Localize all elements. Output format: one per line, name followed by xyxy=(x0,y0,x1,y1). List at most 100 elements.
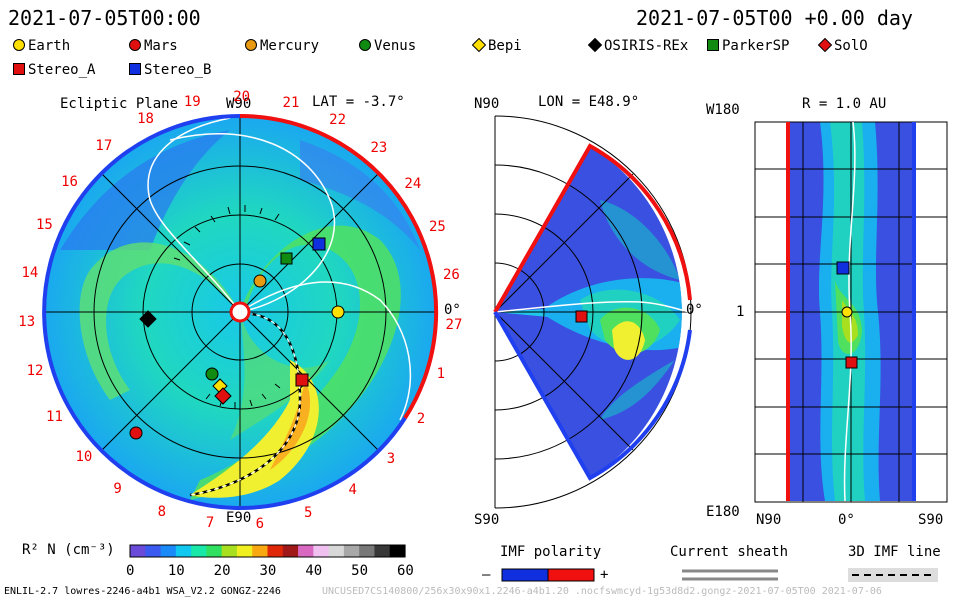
ecliptic-right-label: 0° xyxy=(444,302,461,318)
diamond-icon xyxy=(587,37,603,53)
imf-polarity-label: IMF polarity xyxy=(500,544,602,560)
colorbar-swatch xyxy=(206,545,223,557)
rotation-number: 21 xyxy=(282,95,300,112)
radial-stereo-a-marker xyxy=(845,356,858,369)
colorbar-swatch xyxy=(221,545,238,557)
rotation-number: 8 xyxy=(157,503,167,520)
colorbar-swatch xyxy=(343,545,360,557)
diamond-icon xyxy=(817,37,833,53)
legend-item-earth: Earth xyxy=(12,38,70,54)
colorbar-swatch xyxy=(175,545,192,557)
rotation-number: 14 xyxy=(21,264,39,281)
timestamp-right: 2021-07-05T00 +0.00 day xyxy=(636,6,913,30)
colorbar-swatch xyxy=(130,545,146,557)
rotation-number: 13 xyxy=(18,314,36,331)
colorbar-swatch xyxy=(282,545,299,557)
legend-item-label: SolO xyxy=(834,38,868,54)
rotation-number: 20 xyxy=(233,89,251,105)
colorbar-swatch xyxy=(191,545,207,557)
ecliptic-top-label: W90 xyxy=(226,96,252,112)
rotation-number: 22 xyxy=(329,112,346,129)
legend-item-parkersp: ParkerSP xyxy=(706,38,789,54)
colorbar-swatch xyxy=(160,545,177,557)
colorbar-swatch xyxy=(236,545,253,557)
meridional-lon-label: LON = E48.9° xyxy=(538,94,640,110)
rotation-number: 26 xyxy=(442,267,460,284)
colorbar-swatch xyxy=(374,545,391,557)
colorbar-swatch xyxy=(267,545,284,557)
colorbar-tick: 40 xyxy=(305,563,323,579)
square-icon xyxy=(129,63,141,75)
circle-icon xyxy=(359,39,371,51)
colorbar-label: R² N (cm⁻³) xyxy=(22,542,115,558)
ecliptic-title: Ecliptic Plane xyxy=(60,96,179,112)
rotation-number: 25 xyxy=(428,219,446,236)
osiris-marker xyxy=(139,310,157,328)
colorbar-swatch xyxy=(359,545,376,557)
rotation-number: 27 xyxy=(445,316,463,333)
legend-item-label: OSIRIS-REx xyxy=(604,38,689,54)
rotation-number: 24 xyxy=(404,176,422,193)
rotation-number: 2 xyxy=(416,411,426,428)
parker-marker xyxy=(280,252,293,265)
circle-icon xyxy=(129,39,141,51)
timestamp-left: 2021-07-05T00:00 xyxy=(8,6,201,30)
colorbar-tick: 20 xyxy=(213,563,231,579)
legend-item-mars: Mars xyxy=(128,38,178,54)
rotation-number: 3 xyxy=(386,450,396,467)
mercury-marker xyxy=(253,274,267,288)
meridional-plot xyxy=(493,115,692,509)
mars-marker xyxy=(129,426,143,440)
legend-item-label: Earth xyxy=(28,38,71,54)
square-icon xyxy=(707,39,719,51)
meridional-bottom-label: S90 xyxy=(474,512,500,528)
rotation-number: 11 xyxy=(46,408,63,425)
rotation-number: 17 xyxy=(95,138,113,155)
meridional-right-label: 0° xyxy=(686,302,703,318)
colorbar-tick: 30 xyxy=(259,563,277,579)
rotation-number: 7 xyxy=(205,515,215,532)
rotation-number: 9 xyxy=(113,481,122,498)
current-sheath-label: Current sheath xyxy=(670,544,789,560)
radial-top-label: W180 xyxy=(706,102,740,118)
rotation-number: 10 xyxy=(75,448,93,465)
imf-line-label: 3D IMF line xyxy=(848,544,941,560)
colorbar-swatch xyxy=(389,545,406,557)
legend-item-label: ParkerSP xyxy=(722,38,790,54)
radial-bottom-label: E180 xyxy=(706,504,740,520)
radial-x-left: N90 xyxy=(756,512,782,528)
ecliptic-bottom-label: E90 xyxy=(226,510,252,526)
legend-item-mercury: Mercury xyxy=(244,38,319,54)
rotation-number: 1 xyxy=(436,365,446,382)
legend-item-label: Stereo_B xyxy=(144,62,212,78)
legend-item-label: Bepi xyxy=(488,38,522,54)
legend-item-label: Stereo_A xyxy=(28,62,96,78)
rotation-number: 23 xyxy=(370,139,388,156)
rotation-number: 16 xyxy=(61,174,78,191)
meridional-stereo-a-marker xyxy=(575,310,588,323)
radial-earth-marker xyxy=(841,306,853,318)
stereo-b-marker xyxy=(312,237,326,251)
rotation-number: 18 xyxy=(137,111,154,128)
rotation-number: 19 xyxy=(183,94,201,111)
radial-plot xyxy=(754,121,948,503)
legend-item-bepi: Bepi xyxy=(471,37,522,54)
rotation-number: 4 xyxy=(348,482,357,499)
legend-item-osiris-rex: OSIRIS-REx xyxy=(587,37,689,54)
meridional-top-label: N90 xyxy=(474,96,500,112)
imf-plus-sign: + xyxy=(600,567,609,583)
radial-r-label: R = 1.0 AU xyxy=(802,96,887,112)
legend-item-label: Mars xyxy=(144,38,178,54)
imf-minus-sign: – xyxy=(482,567,491,583)
radial-mid-label: 1 xyxy=(736,304,745,320)
radial-x-mid: 0° xyxy=(838,512,855,528)
rotation-number: 6 xyxy=(255,515,265,532)
earth-marker xyxy=(331,305,345,319)
legend-item-label: Mercury xyxy=(260,38,320,54)
venus-marker xyxy=(205,367,219,381)
legend-item-venus: Venus xyxy=(358,38,416,54)
stereo-a-marker xyxy=(295,373,309,387)
rotation-number: 15 xyxy=(35,217,53,234)
legend-item-stereo-a: Stereo_A xyxy=(12,62,95,78)
